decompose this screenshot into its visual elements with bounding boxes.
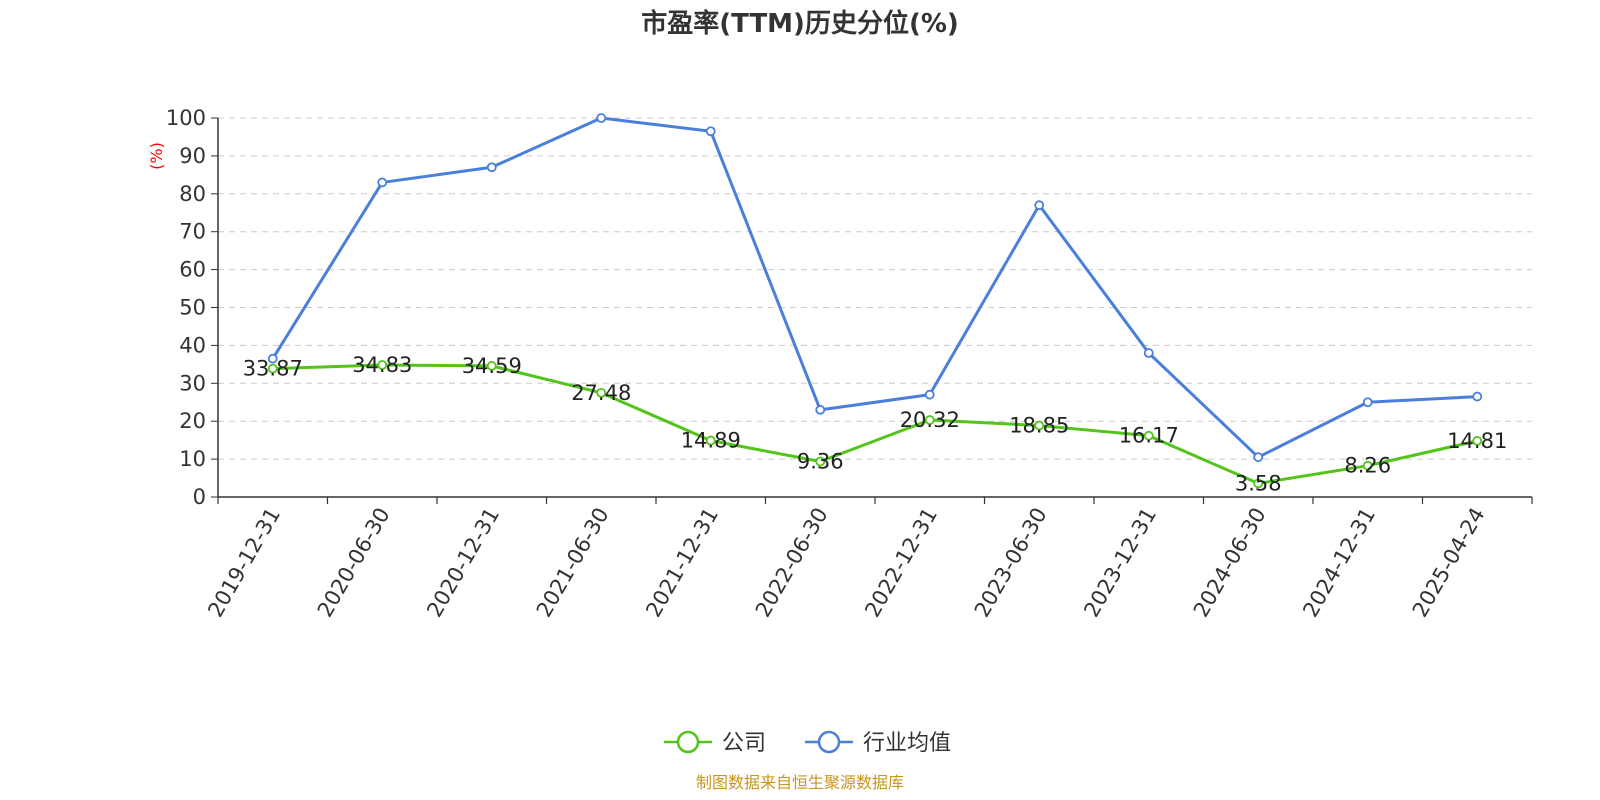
data-label: 14.89: [681, 429, 741, 453]
data-point[interactable]: [486, 162, 497, 173]
data-point[interactable]: [596, 387, 607, 398]
data-point[interactable]: [1253, 452, 1264, 463]
data-point[interactable]: [377, 177, 388, 188]
data-point[interactable]: [815, 404, 826, 415]
legend-label: 行业均值: [863, 731, 951, 756]
legend-item-0[interactable]: 公司: [664, 730, 766, 756]
data-label: 16.17: [1119, 424, 1179, 448]
legend-marker: [676, 730, 700, 754]
data-point[interactable]: [1034, 200, 1045, 211]
x-tick-labels: 2019-12-31 2020-06-30 2020-12-31 2021-06-30…: [203, 504, 1489, 622]
legend-label: 公司: [722, 731, 766, 756]
data-point[interactable]: [267, 363, 278, 374]
x-tick-label: 2025-04-24: [1408, 504, 1490, 622]
x-tick-label: 2020-06-30: [313, 504, 395, 622]
data-point[interactable]: [815, 456, 826, 467]
x-tick-label: 2022-12-31: [860, 504, 942, 622]
y-tick-labels: 0 10 20 30 40 50 60 70 80 90 100: [166, 106, 206, 509]
data-point[interactable]: [1362, 397, 1373, 408]
source-note: 制图数据来自恒生聚源数据库: [696, 773, 904, 792]
data-point[interactable]: [924, 389, 935, 400]
y-tick-label: 100: [166, 106, 206, 130]
data-point[interactable]: [1253, 478, 1264, 489]
data-label: 27.48: [571, 381, 631, 405]
data-label: 8.26: [1344, 454, 1391, 478]
x-tick-label: 2022-06-30: [751, 504, 833, 622]
y-tick-label: 70: [179, 220, 206, 244]
y-axis-label: (%): [147, 142, 166, 170]
grid-lines: [218, 117, 1532, 460]
data-label: 34.59: [462, 354, 522, 378]
y-tick-label: 20: [179, 409, 206, 433]
legend-marker: [817, 730, 841, 754]
data-label: 20.32: [900, 408, 960, 432]
data-point[interactable]: [1034, 420, 1045, 431]
x-tick-label: 2019-12-31: [203, 504, 285, 622]
legend[interactable]: 公司 行业均值: [664, 730, 951, 756]
y-tick-label: 30: [179, 371, 206, 395]
x-tick-label: 2020-12-31: [422, 504, 504, 622]
y-tick-label: 50: [179, 296, 206, 320]
chart-title: 市盈率(TTM)历史分位(%): [641, 8, 959, 39]
data-label: 33.87: [243, 357, 303, 381]
data-label: 14.81: [1447, 429, 1507, 453]
x-tick-label: 2021-12-31: [641, 504, 723, 622]
data-labels: 33.87 34.83 34.59 27.48 14.89 9.36 20.32 18.85 1…: [243, 353, 1508, 495]
data-point[interactable]: [924, 415, 935, 425]
legend-item-1[interactable]: 行业均值: [805, 730, 951, 756]
series-line-1: [271, 116, 1478, 459]
data-point[interactable]: [377, 360, 388, 370]
data-label: 18.85: [1009, 414, 1069, 438]
y-tick-label: 40: [179, 333, 206, 357]
data-label: 3.58: [1235, 471, 1282, 495]
x-tick-label: 2023-12-31: [1079, 504, 1161, 622]
x-tick-label: 2023-06-30: [970, 504, 1052, 622]
x-tick-label: 2024-06-30: [1189, 504, 1271, 622]
data-point[interactable]: [1143, 348, 1154, 358]
x-tick-label: 2021-06-30: [532, 504, 614, 622]
data-point[interactable]: [1472, 435, 1483, 446]
data-point[interactable]: [267, 353, 278, 364]
series-lines: [267, 113, 1483, 489]
data-point[interactable]: [1143, 430, 1154, 441]
data-point[interactable]: [1362, 460, 1373, 471]
y-tick-label: 90: [179, 144, 206, 168]
data-label: 9.36: [797, 450, 844, 474]
data-label: 34.83: [352, 353, 412, 377]
data-point[interactable]: [486, 361, 497, 371]
y-tick-label: 80: [179, 182, 206, 206]
data-point[interactable]: [705, 435, 716, 446]
y-tick-label: 60: [179, 258, 206, 282]
data-point[interactable]: [596, 113, 607, 123]
y-tick-label: 0: [193, 485, 206, 509]
data-point[interactable]: [1472, 391, 1483, 402]
x-tick-label: 2024-12-31: [1298, 504, 1380, 622]
axes: [211, 117, 1533, 504]
data-point[interactable]: [705, 126, 716, 137]
series-line-0: [272, 363, 1478, 485]
y-tick-label: 10: [179, 447, 206, 471]
